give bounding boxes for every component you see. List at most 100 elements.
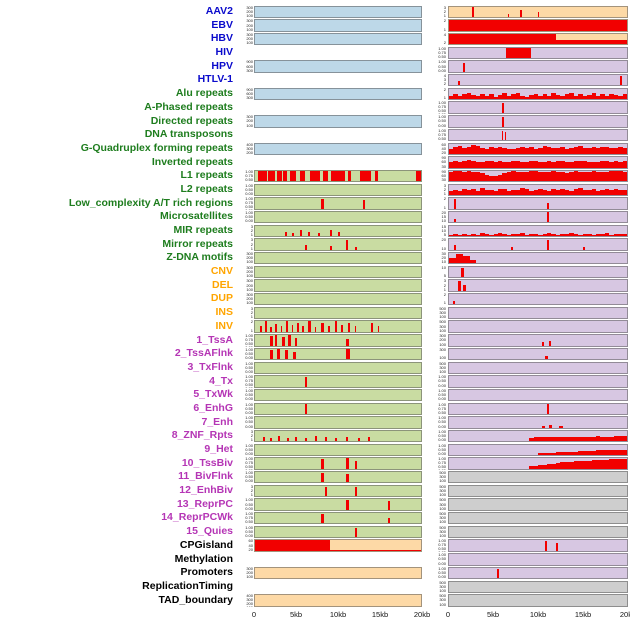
signal-bar: [524, 235, 530, 236]
signal-bar: [304, 244, 307, 250]
right-y-tick-labels: 1.00 0.50 0.00: [422, 430, 448, 442]
right-panel-slot: [448, 334, 628, 347]
y-tick-label: 500: [439, 498, 446, 503]
signal-bar: [502, 20, 507, 31]
left-panel-slot: [254, 197, 422, 210]
signal-bar: [613, 20, 619, 31]
y-tick-label: 4: [443, 74, 446, 79]
y-tick-label: 1: [250, 314, 253, 320]
signal-bar: [520, 10, 522, 17]
signal-bar: [542, 190, 547, 195]
y-tick-label: 1.00: [245, 197, 253, 202]
signal-bar: [466, 190, 472, 195]
signal-bar: [515, 92, 521, 100]
signal-bar: [520, 172, 525, 182]
y-tick-label: 0.50: [245, 419, 253, 425]
y-tick-label: 0.50: [245, 519, 253, 525]
y-tick-label: 0.00: [438, 560, 446, 566]
track-panel-right: [448, 512, 628, 525]
track-row: A-Phased repeats 1.000.750.500.250.00: [0, 101, 630, 115]
signal-bar: [502, 162, 507, 168]
signal-bar: [613, 161, 619, 168]
y-tick-label: 100: [439, 519, 446, 525]
signal-bar: [619, 76, 622, 86]
y-tick-label: 15: [441, 224, 446, 229]
signal-bar: [546, 212, 550, 223]
signal-bar: [511, 189, 516, 195]
left-y-tick-labels: [236, 156, 254, 168]
y-tick-label: 1.00: [438, 115, 446, 120]
track-panel-left: [254, 210, 422, 224]
signal-bar: [529, 161, 534, 168]
y-tick-label: 500: [439, 306, 446, 311]
signal-bar: [587, 234, 592, 236]
right-panel-slot: [448, 525, 628, 539]
signal-bar: [551, 20, 556, 31]
x-tick-label: 5kb: [486, 610, 500, 620]
y-tick-label: 1.00: [245, 525, 253, 530]
track-label: CNV: [210, 265, 233, 278]
signal-bar: [600, 39, 605, 45]
signal-bar: [493, 175, 498, 182]
left-y-tick-labels: 900 600 300: [236, 88, 254, 100]
signal-bar: [560, 146, 565, 154]
track-row: Alu repeats 900 600 300 2 1: [0, 87, 630, 101]
signal-bar: [304, 377, 307, 387]
y-tick-label: 200: [246, 118, 253, 124]
track-label: 10_TssBiv: [181, 456, 233, 469]
signal-bar: [511, 20, 516, 31]
signal-bar: [329, 245, 332, 250]
signal-bar: [555, 171, 561, 182]
signal-bar: [613, 170, 619, 182]
signal-bar: [489, 160, 494, 168]
track-row: INS 3 2 1 500 300 100: [0, 306, 630, 320]
signal-bar: [578, 39, 583, 45]
signal-bar: [506, 161, 512, 168]
signal-bar: [546, 161, 552, 168]
signal-bar: [329, 229, 332, 236]
signal-bar: [449, 95, 454, 100]
signal-bar: [545, 540, 548, 551]
track-panel-left: [254, 320, 422, 333]
y-tick-label: 0.50: [245, 186, 253, 192]
y-tick-label: 500: [439, 361, 446, 366]
y-tick-label: 1.00: [245, 457, 253, 462]
left-y-tick-labels: 1.000.750.500.250.00: [236, 457, 254, 469]
track-label: 9_Het: [204, 443, 233, 455]
signal-bar: [529, 34, 534, 45]
signal-bar: [515, 171, 521, 182]
signal-bar: [497, 189, 503, 195]
y-tick-label: 200: [246, 296, 253, 302]
signal-bar: [462, 188, 467, 195]
track-rows: AAV2 300 200 100 3 2 1 EBV 300 200 100 2 1 HBV 300 200 1…: [0, 5, 630, 623]
y-tick-label: 1.00: [438, 375, 446, 380]
signal-bar: [374, 170, 378, 182]
signal-bar: [524, 34, 530, 45]
y-tick-label: 100: [439, 314, 446, 320]
signal-bar: [555, 463, 561, 469]
track-panel-right: [448, 484, 628, 498]
left-y-tick-labels: [236, 74, 254, 86]
y-tick-label: 0.50: [438, 118, 446, 124]
track-label: HBV: [210, 32, 233, 45]
track-panel-left: [254, 429, 422, 443]
track-panel-left: [254, 5, 422, 19]
signal-bar: [533, 148, 539, 154]
y-tick-label: 0.50: [245, 351, 253, 357]
left-panel-slot: [254, 265, 422, 279]
y-tick-label: 2: [250, 309, 253, 315]
signal-bar: [299, 170, 305, 182]
track-row: HIV 1.000.750.500.250.00: [0, 46, 630, 60]
signal-bar: [546, 171, 552, 182]
signal-bar: [497, 568, 500, 579]
signal-bar: [548, 425, 553, 428]
signal-bar: [502, 117, 505, 127]
signal-bar: [466, 92, 472, 100]
right-panel-slot: [448, 388, 628, 402]
signal-bar: [489, 147, 494, 154]
track-row: HBV 300 200 100 4 2: [0, 32, 630, 46]
